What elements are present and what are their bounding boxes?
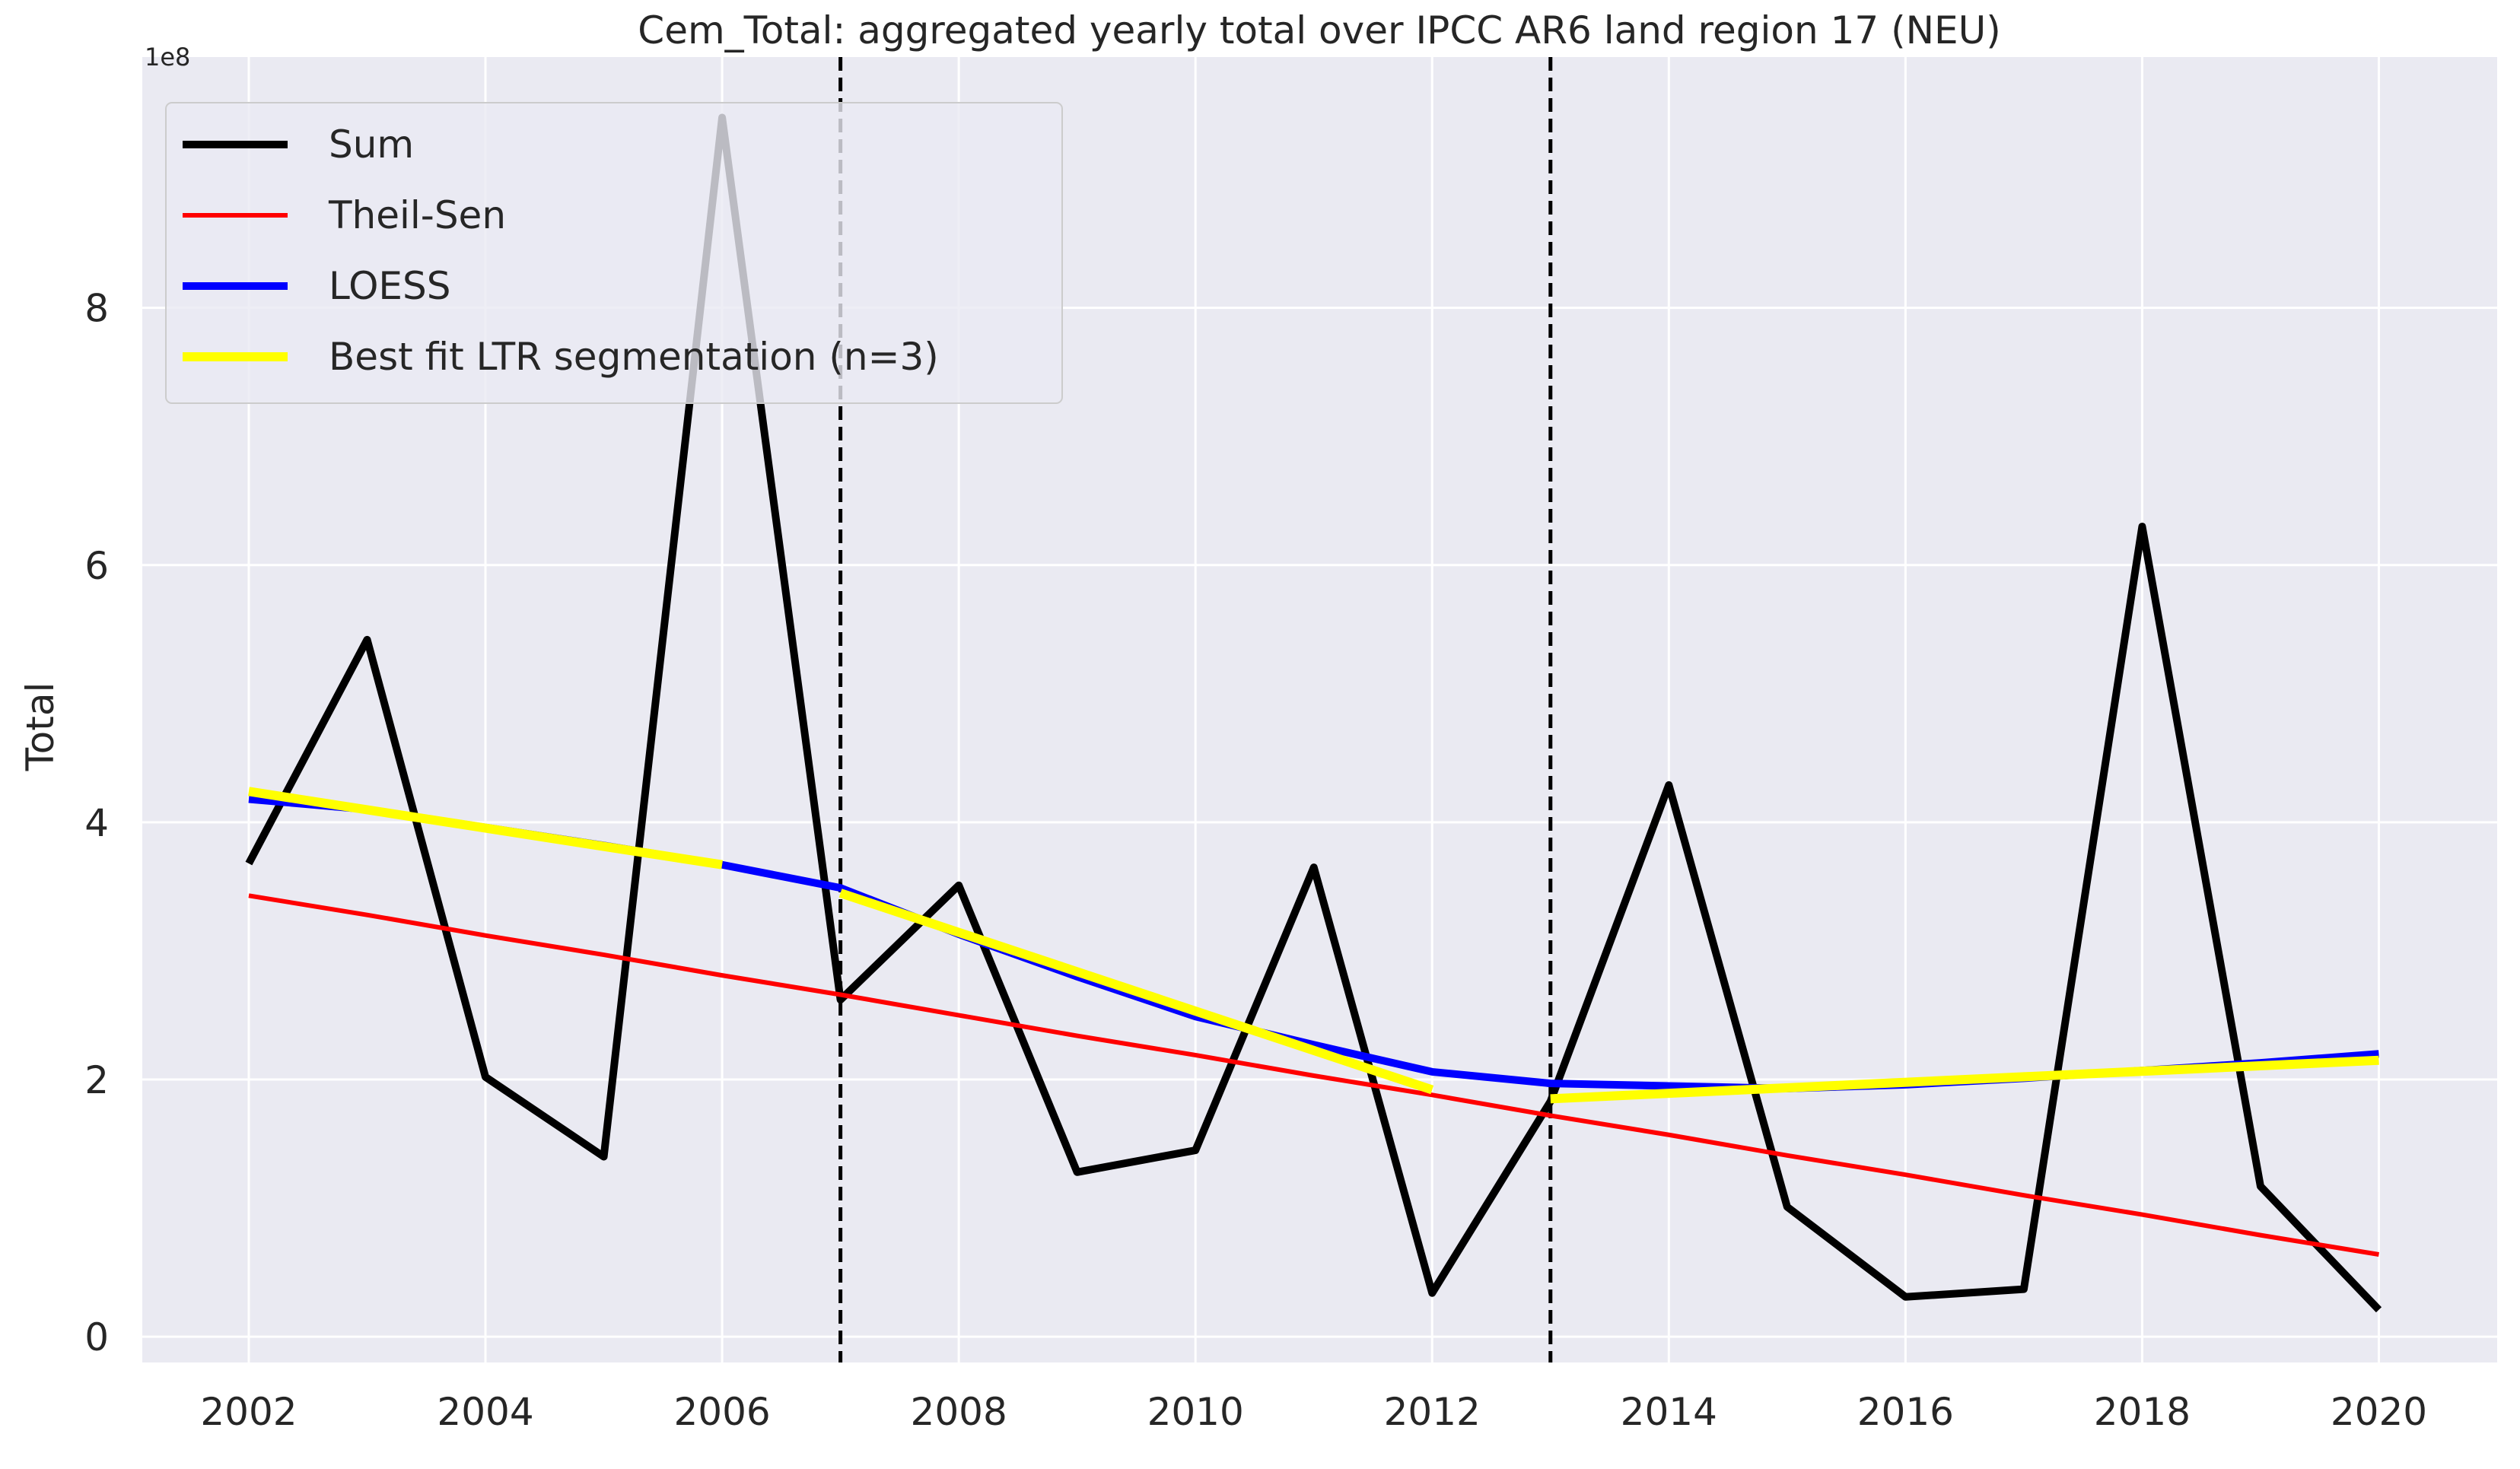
x-tick-labels: 2002 2004 2006 2008 2010 2012 2014 2016 2018 2020	[200, 1390, 2427, 1434]
x-tick-label: 2018	[2094, 1390, 2191, 1434]
y-tick-label: 6	[84, 544, 109, 588]
series-segment	[838, 889, 1434, 1095]
chart-title: Cem_Total: aggregated yearly total over …	[638, 8, 2000, 52]
series-segment	[1550, 1055, 2379, 1104]
y-tick-label: 8	[84, 287, 109, 331]
y-tick-label: 0	[84, 1315, 109, 1359]
legend-label-ltr-segmentation: Best fit LTR segmentation (n=3)	[329, 335, 939, 379]
x-tick-label: 2002	[200, 1390, 297, 1434]
legend: Sum Theil-Sen LOESS Best fit LTR segment…	[165, 102, 1063, 404]
series-line	[245, 113, 2382, 1313]
y-tick-label: 2	[84, 1058, 109, 1102]
legend-label-loess: LOESS	[329, 264, 451, 308]
series-segment	[248, 787, 724, 870]
y-axis-label: Total	[18, 682, 62, 772]
series-ltr-segmentation	[248, 787, 2379, 1104]
x-tick-label: 2020	[2331, 1390, 2427, 1434]
legend-box	[165, 102, 1063, 404]
series-line	[248, 893, 2379, 1257]
x-tick-label: 2014	[1621, 1390, 1717, 1434]
legend-label-sum: Sum	[329, 122, 414, 167]
series-sum	[245, 113, 2382, 1313]
series-group	[245, 113, 2382, 1313]
y-axis-offset-label: 1e8	[145, 43, 190, 72]
y-tick-label: 4	[84, 801, 109, 845]
y-tick-labels: 0 2 4 6 8	[84, 287, 109, 1360]
x-tick-label: 2004	[437, 1390, 533, 1434]
series-theil-sen	[248, 893, 2379, 1257]
legend-label-theil-sen: Theil-Sen	[328, 193, 506, 237]
x-tick-label: 2006	[673, 1390, 770, 1434]
x-tick-label: 2008	[911, 1390, 1007, 1434]
x-tick-label: 2012	[1384, 1390, 1481, 1434]
x-tick-label: 2010	[1147, 1390, 1244, 1434]
x-tick-label: 2016	[1857, 1390, 1954, 1434]
